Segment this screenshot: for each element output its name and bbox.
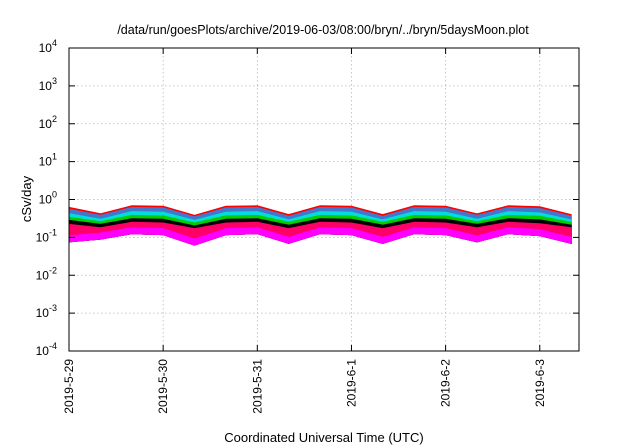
x-tick-label: 2019-6-2 <box>439 359 453 407</box>
series-area <box>68 205 572 246</box>
y-tick-label: 101 <box>39 152 57 169</box>
y-tick-label: 10-1 <box>36 227 57 244</box>
y-tick-label: 103 <box>39 76 57 93</box>
y-tick-label: 10-3 <box>36 303 57 320</box>
x-axis-label: Coordinated Universal Time (UTC) <box>224 430 423 445</box>
y-tick-label: 10-4 <box>36 341 57 358</box>
grid <box>69 48 579 351</box>
y-tick-label: 102 <box>39 114 57 131</box>
series-band-low <box>68 227 572 246</box>
x-tick-label: 2019-6-3 <box>533 359 547 407</box>
y-axis-label: cSv/day <box>19 175 34 222</box>
x-tick-label: 2019-5-31 <box>250 359 264 414</box>
x-axis-ticks: 2019-5-29 2019-5-30 2019-5-31 2019-6-1 2019-… <box>62 48 547 414</box>
y-tick-label: 104 <box>39 38 57 55</box>
x-tick-label: 2019-5-29 <box>62 359 76 414</box>
x-tick-label: 2019-6-1 <box>344 359 358 407</box>
y-tick-label: 100 <box>39 190 57 207</box>
y-tick-label: 10-2 <box>36 265 57 282</box>
x-tick-label: 2019-5-30 <box>156 359 170 414</box>
chart-title: /data/run/goesPlots/archive/2019-06-03/0… <box>117 23 529 37</box>
